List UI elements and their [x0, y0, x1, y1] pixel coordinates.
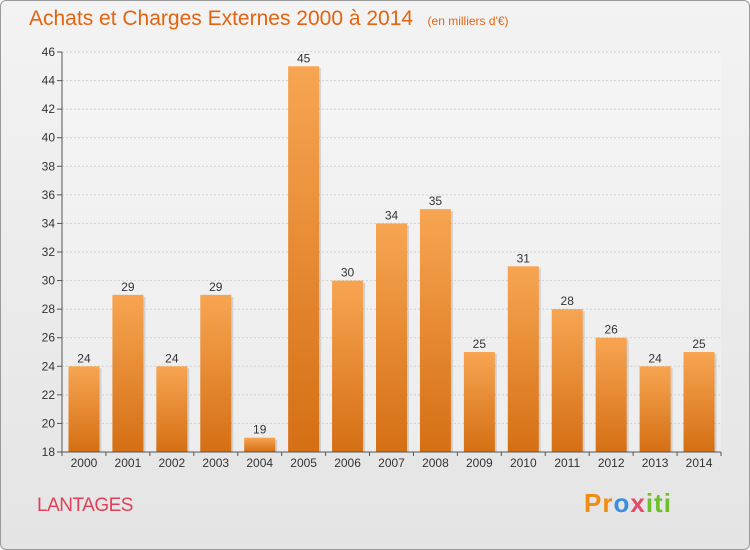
bars	[68, 66, 717, 453]
bar-value-label: 34	[385, 208, 399, 222]
x-tick-label: 2001	[115, 456, 142, 470]
y-tick-label: 32	[42, 245, 56, 259]
bar-value-label: 25	[692, 337, 706, 351]
bar	[463, 352, 495, 452]
logo-part: o	[613, 488, 631, 518]
bar-value-label: 29	[121, 280, 135, 294]
bar-value-label: 19	[253, 423, 267, 437]
bar-value-label: 31	[517, 251, 531, 265]
bar	[244, 437, 276, 452]
y-tick-label: 38	[42, 159, 56, 173]
bar	[376, 223, 407, 452]
y-tick-label: 18	[42, 445, 56, 459]
x-tick-label: 2006	[334, 456, 361, 470]
bar-value-label: 24	[648, 351, 662, 365]
y-tick-label: 46	[42, 45, 56, 59]
y-tick-label: 28	[42, 302, 56, 316]
bar-value-label: 29	[209, 280, 223, 294]
x-tick-label: 2010	[510, 456, 537, 470]
bar	[156, 366, 188, 452]
x-tick-label: 2003	[202, 456, 229, 470]
x-tick-label: 2008	[422, 456, 449, 470]
logo-part: Pr	[584, 488, 614, 518]
bar	[419, 209, 451, 452]
y-tick-label: 22	[42, 388, 56, 402]
logo-part: iti	[645, 488, 672, 518]
y-tick-label: 30	[42, 274, 56, 288]
bar-value-label: 45	[297, 51, 311, 65]
bar	[683, 352, 715, 452]
bar	[288, 66, 320, 453]
commune-name: LANTAGES	[37, 495, 133, 516]
x-tick-label: 2009	[466, 456, 493, 470]
x-tick-label: 2007	[378, 456, 405, 470]
bar-value-label: 24	[77, 351, 91, 365]
bar	[507, 266, 539, 452]
bar	[68, 366, 100, 452]
y-tick-label: 20	[42, 416, 56, 430]
axes: 18 20 22 24 26 28 30 32 34 36 38 40 42 44 46 2000 2001 20…	[42, 45, 722, 470]
x-tick-label: 2014	[686, 456, 713, 470]
y-tick-label: 26	[42, 331, 56, 345]
bar-value-label: 35	[429, 194, 443, 208]
chart-subtitle: (en milliers d'€)	[427, 14, 509, 28]
x-tick-label: 2012	[598, 456, 625, 470]
y-tick-label: 36	[42, 188, 56, 202]
x-tick-label: 2000	[71, 456, 98, 470]
value-labels: 24 29 24 29 19 45 30 34 35 25 31 28 26 24 25	[77, 51, 706, 436]
title-row: Achats et Charges Externes 2000 à 2014 (…	[29, 7, 509, 31]
bar-value-label: 30	[341, 266, 355, 280]
x-tick-label: 2005	[290, 456, 317, 470]
bar	[551, 309, 583, 452]
bar	[595, 337, 627, 452]
bar-value-label: 26	[604, 323, 618, 337]
bar-value-label: 28	[561, 294, 575, 308]
y-tick-label: 44	[42, 74, 56, 88]
chart-title: Achats et Charges Externes 2000 à 2014	[29, 7, 414, 30]
y-tick-label: 42	[42, 102, 56, 116]
x-tick-label: 2002	[158, 456, 185, 470]
bar	[639, 366, 671, 452]
x-tick-label: 2013	[642, 456, 669, 470]
bar-value-label: 25	[473, 337, 487, 351]
proxiti-logo: Proxiti	[584, 488, 672, 519]
bar-value-label: 24	[165, 351, 179, 365]
y-tick-label: 34	[42, 216, 56, 230]
y-tick-label: 40	[42, 131, 56, 145]
y-tick-label: 24	[42, 359, 56, 373]
bar	[332, 280, 364, 452]
bar	[200, 294, 232, 452]
x-tick-label: 2004	[246, 456, 273, 470]
x-tick-label: 2011	[554, 456, 580, 470]
bar	[112, 294, 144, 452]
logo-part: x	[630, 488, 646, 518]
